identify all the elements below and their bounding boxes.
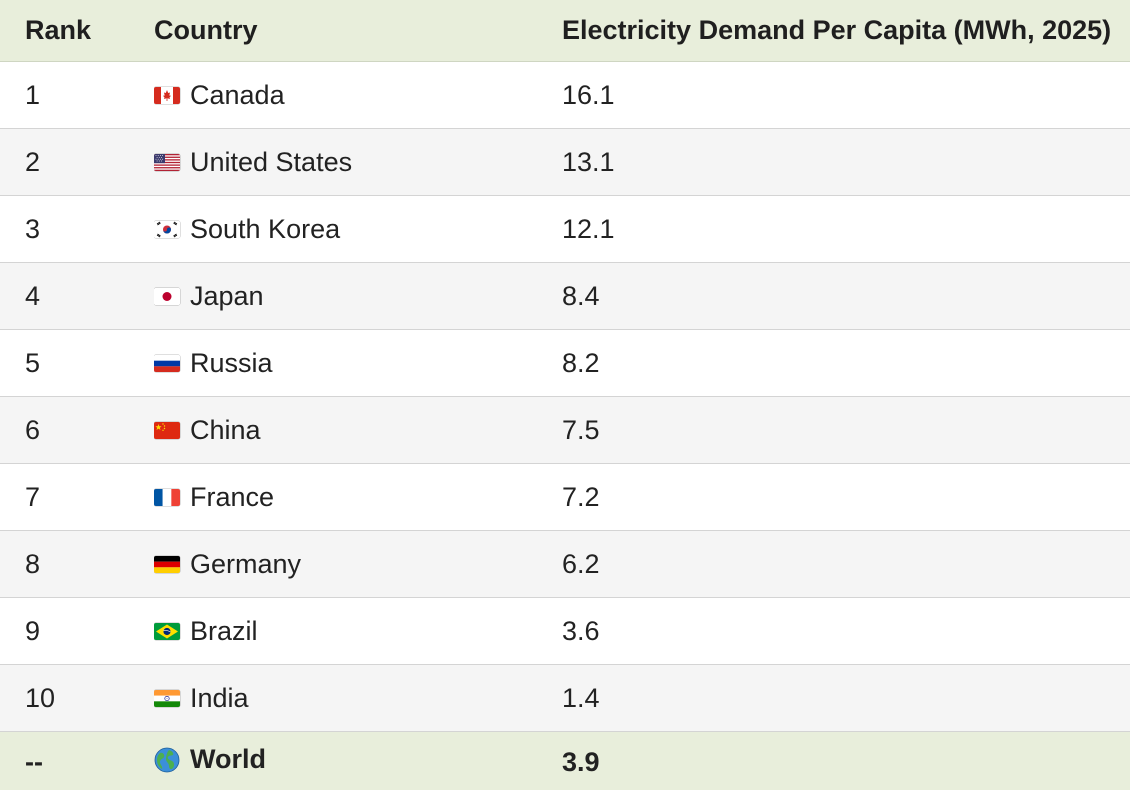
country-label: Brazil xyxy=(190,615,258,646)
table-row: 5 Russia 8.2 xyxy=(0,329,1130,397)
china-flag-icon xyxy=(154,421,180,439)
brazil-flag-icon xyxy=(154,622,180,640)
rank-cell: 10 xyxy=(0,664,154,732)
rank-cell: 3 xyxy=(0,195,154,263)
value-cell: 13.1 xyxy=(562,128,1130,196)
value-cell: 7.5 xyxy=(562,396,1130,464)
country-label: United States xyxy=(190,146,353,177)
country-cell: Germany xyxy=(154,530,562,598)
value-cell: 8.4 xyxy=(562,262,1130,330)
country-label: Germany xyxy=(190,548,302,579)
rank-cell: 7 xyxy=(0,463,154,531)
country-cell: China xyxy=(154,396,562,464)
rank-cell: 5 xyxy=(0,329,154,397)
value-cell: 3.6 xyxy=(562,597,1130,665)
country-label: India xyxy=(190,682,249,713)
rank-cell: 1 xyxy=(0,61,154,129)
world-rank: -- xyxy=(0,731,154,790)
country-cell: Japan xyxy=(154,262,562,330)
value-cell: 6.2 xyxy=(562,530,1130,598)
canada-flag-icon xyxy=(154,86,180,104)
united-states-flag-icon xyxy=(154,153,180,171)
country-label: Japan xyxy=(190,280,264,311)
world-country-cell: World xyxy=(154,731,562,790)
table-header-row: Rank Country Electricity Demand Per Capi… xyxy=(0,0,1130,62)
value-cell: 7.2 xyxy=(562,463,1130,531)
rank-cell: 9 xyxy=(0,597,154,665)
value-cell: 1.4 xyxy=(562,664,1130,732)
table-row: 8 Germany 6.2 xyxy=(0,530,1130,598)
rank-cell: 4 xyxy=(0,262,154,330)
world-country-label: World xyxy=(190,744,266,775)
table-row-world: -- World 3.9 xyxy=(0,731,1130,790)
rank-cell: 8 xyxy=(0,530,154,598)
rank-cell: 6 xyxy=(0,396,154,464)
table-body: 1 Canada 16.1 2 United States 13.1 3 South Kore… xyxy=(0,61,1130,732)
country-label: Russia xyxy=(190,347,273,378)
column-header-country: Country xyxy=(154,0,562,62)
value-cell: 16.1 xyxy=(562,61,1130,129)
country-cell: France xyxy=(154,463,562,531)
column-header-rank: Rank xyxy=(0,0,154,62)
south-korea-flag-icon xyxy=(154,220,180,238)
table-row: 4 Japan 8.4 xyxy=(0,262,1130,330)
russia-flag-icon xyxy=(154,354,180,372)
france-flag-icon xyxy=(154,488,180,506)
value-cell: 12.1 xyxy=(562,195,1130,263)
rank-cell: 2 xyxy=(0,128,154,196)
table-row: 3 South Korea 12.1 xyxy=(0,195,1130,263)
india-flag-icon xyxy=(154,689,180,707)
table-row: 9 Brazil 3.6 xyxy=(0,597,1130,665)
globe-icon xyxy=(154,747,180,773)
country-cell: Brazil xyxy=(154,597,562,665)
table-row: 7 France 7.2 xyxy=(0,463,1130,531)
world-value: 3.9 xyxy=(562,731,1130,790)
country-label: South Korea xyxy=(190,213,341,244)
country-cell: United States xyxy=(154,128,562,196)
country-cell: Canada xyxy=(154,61,562,129)
country-label: Canada xyxy=(190,79,285,110)
table-row: 1 Canada 16.1 xyxy=(0,61,1130,129)
germany-flag-icon xyxy=(154,555,180,573)
table-row: 6 China 7.5 xyxy=(0,396,1130,464)
japan-flag-icon xyxy=(154,287,180,305)
country-cell: Russia xyxy=(154,329,562,397)
country-cell: South Korea xyxy=(154,195,562,263)
country-cell: India xyxy=(154,664,562,732)
country-label: France xyxy=(190,481,275,512)
column-header-value: Electricity Demand Per Capita (MWh, 2025… xyxy=(562,0,1130,62)
country-label: China xyxy=(190,414,261,445)
table-row: 2 United States 13.1 xyxy=(0,128,1130,196)
table-row: 10 India 1.4 xyxy=(0,664,1130,732)
value-cell: 8.2 xyxy=(562,329,1130,397)
